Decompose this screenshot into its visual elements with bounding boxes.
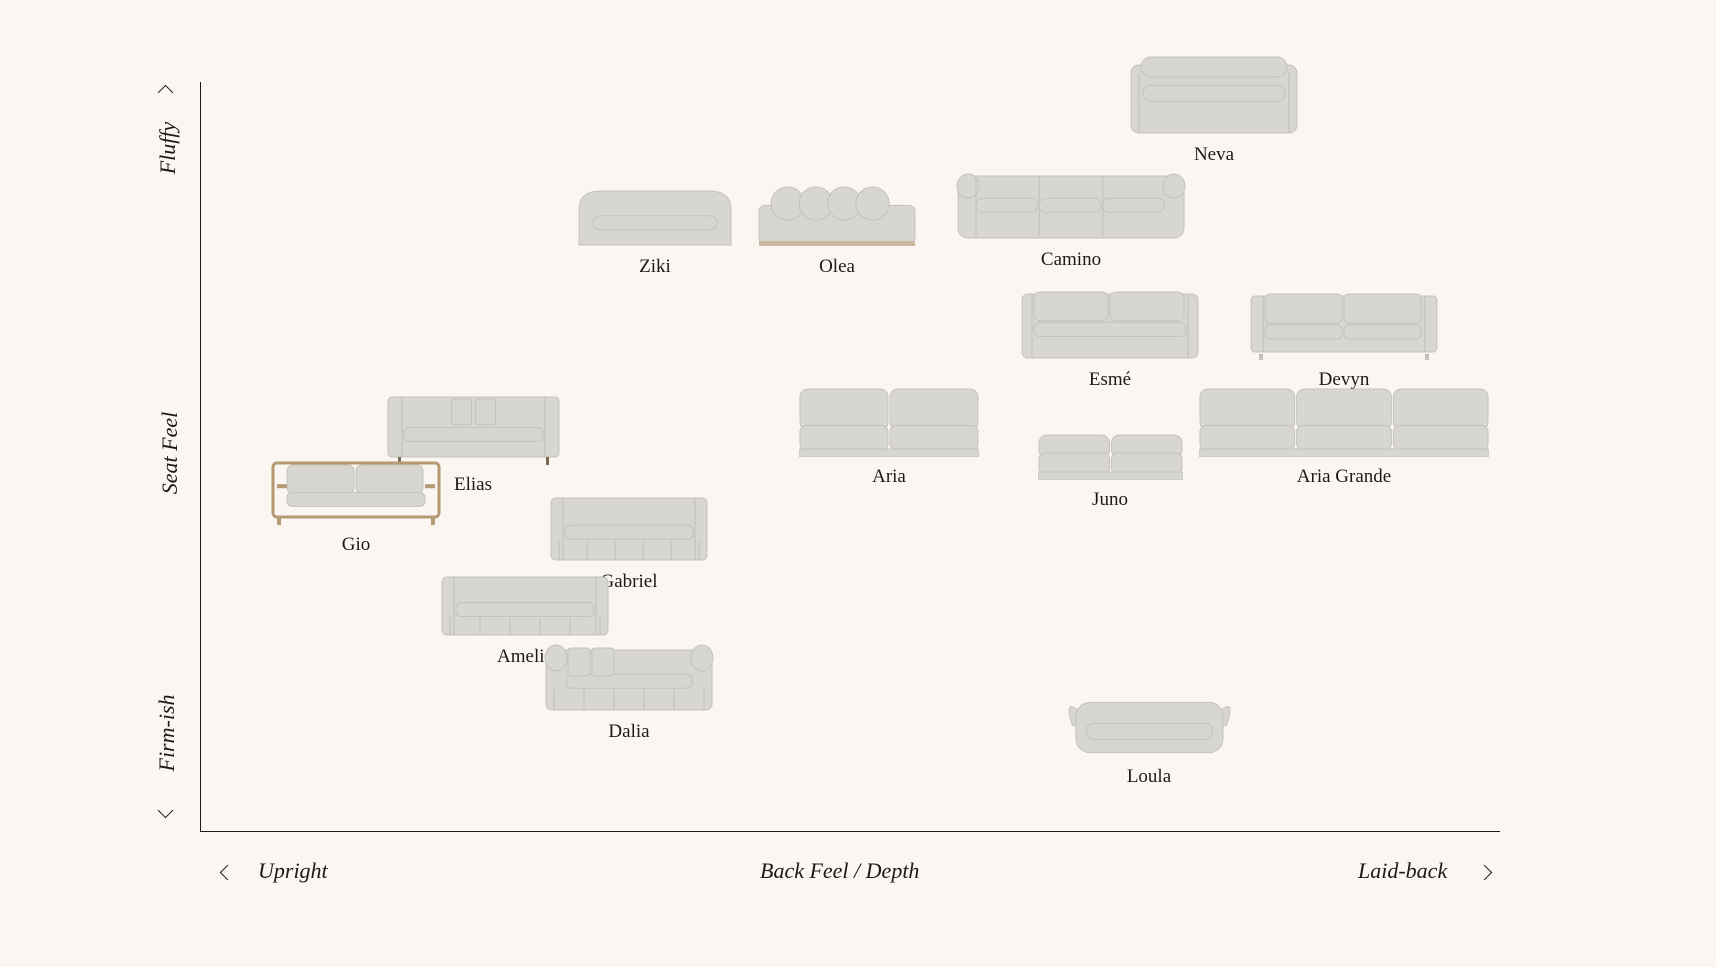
sofa-gio[interactable]: Gio xyxy=(271,457,441,556)
sofa-image xyxy=(1129,55,1299,140)
sofa-olea[interactable]: Olea xyxy=(757,183,917,278)
sofa-image xyxy=(956,168,1186,245)
sofa-label: Esmé xyxy=(1020,369,1200,391)
sofa-image xyxy=(440,573,610,642)
sofa-label: Olea xyxy=(757,256,917,278)
sofa-juno[interactable]: Juno xyxy=(1038,420,1183,511)
sofa-image xyxy=(1199,387,1489,462)
sofa-image xyxy=(271,457,441,530)
sofa-neva[interactable]: Neva xyxy=(1129,55,1299,166)
sofa-image xyxy=(544,642,714,717)
sofa-ziki[interactable]: Ziki xyxy=(575,187,735,278)
sofa-image xyxy=(549,494,709,567)
sofa-label: Neva xyxy=(1129,144,1299,166)
sofa-camino[interactable]: Camino xyxy=(956,168,1186,271)
sofa-image xyxy=(757,183,917,252)
sofa-label: Dalia xyxy=(544,721,714,743)
sofa-aria-grande[interactable]: Aria Grande xyxy=(1199,387,1489,488)
sofa-dalia[interactable]: Dalia xyxy=(544,642,714,743)
sofa-label: Gio xyxy=(271,534,441,556)
sofa-label: Aria xyxy=(799,466,979,488)
sofa-image xyxy=(1062,687,1237,762)
sofa-image xyxy=(1020,288,1200,365)
sofa-label: Ziki xyxy=(575,256,735,278)
sofa-esmé[interactable]: Esmé xyxy=(1020,288,1200,391)
sofa-image xyxy=(799,387,979,462)
sofa-label: Aria Grande xyxy=(1199,466,1489,488)
sofa-devyn[interactable]: Devyn xyxy=(1249,290,1439,391)
sofa-aria[interactable]: Aria xyxy=(799,387,979,488)
sofa-image xyxy=(575,187,735,252)
sofa-image xyxy=(1249,290,1439,365)
sofa-plot-layer: Neva Ziki Olea Camino Esmé Devyn Aria Ju… xyxy=(0,0,1716,967)
sofa-loula[interactable]: Loula xyxy=(1062,687,1237,788)
sofa-image xyxy=(1038,420,1183,485)
sofa-label: Loula xyxy=(1062,766,1237,788)
sofa-label: Juno xyxy=(1038,489,1183,511)
sofa-label: Camino xyxy=(956,249,1186,271)
